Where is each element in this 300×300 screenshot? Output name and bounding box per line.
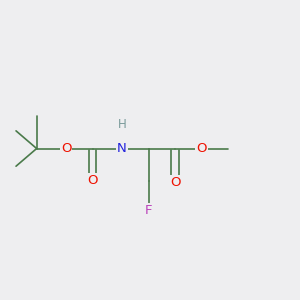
Text: F: F bbox=[145, 204, 152, 217]
Text: O: O bbox=[170, 176, 180, 189]
Text: H: H bbox=[118, 118, 126, 131]
Text: O: O bbox=[87, 174, 98, 188]
Text: N: N bbox=[117, 142, 127, 155]
Text: O: O bbox=[61, 142, 71, 155]
Text: O: O bbox=[196, 142, 207, 155]
